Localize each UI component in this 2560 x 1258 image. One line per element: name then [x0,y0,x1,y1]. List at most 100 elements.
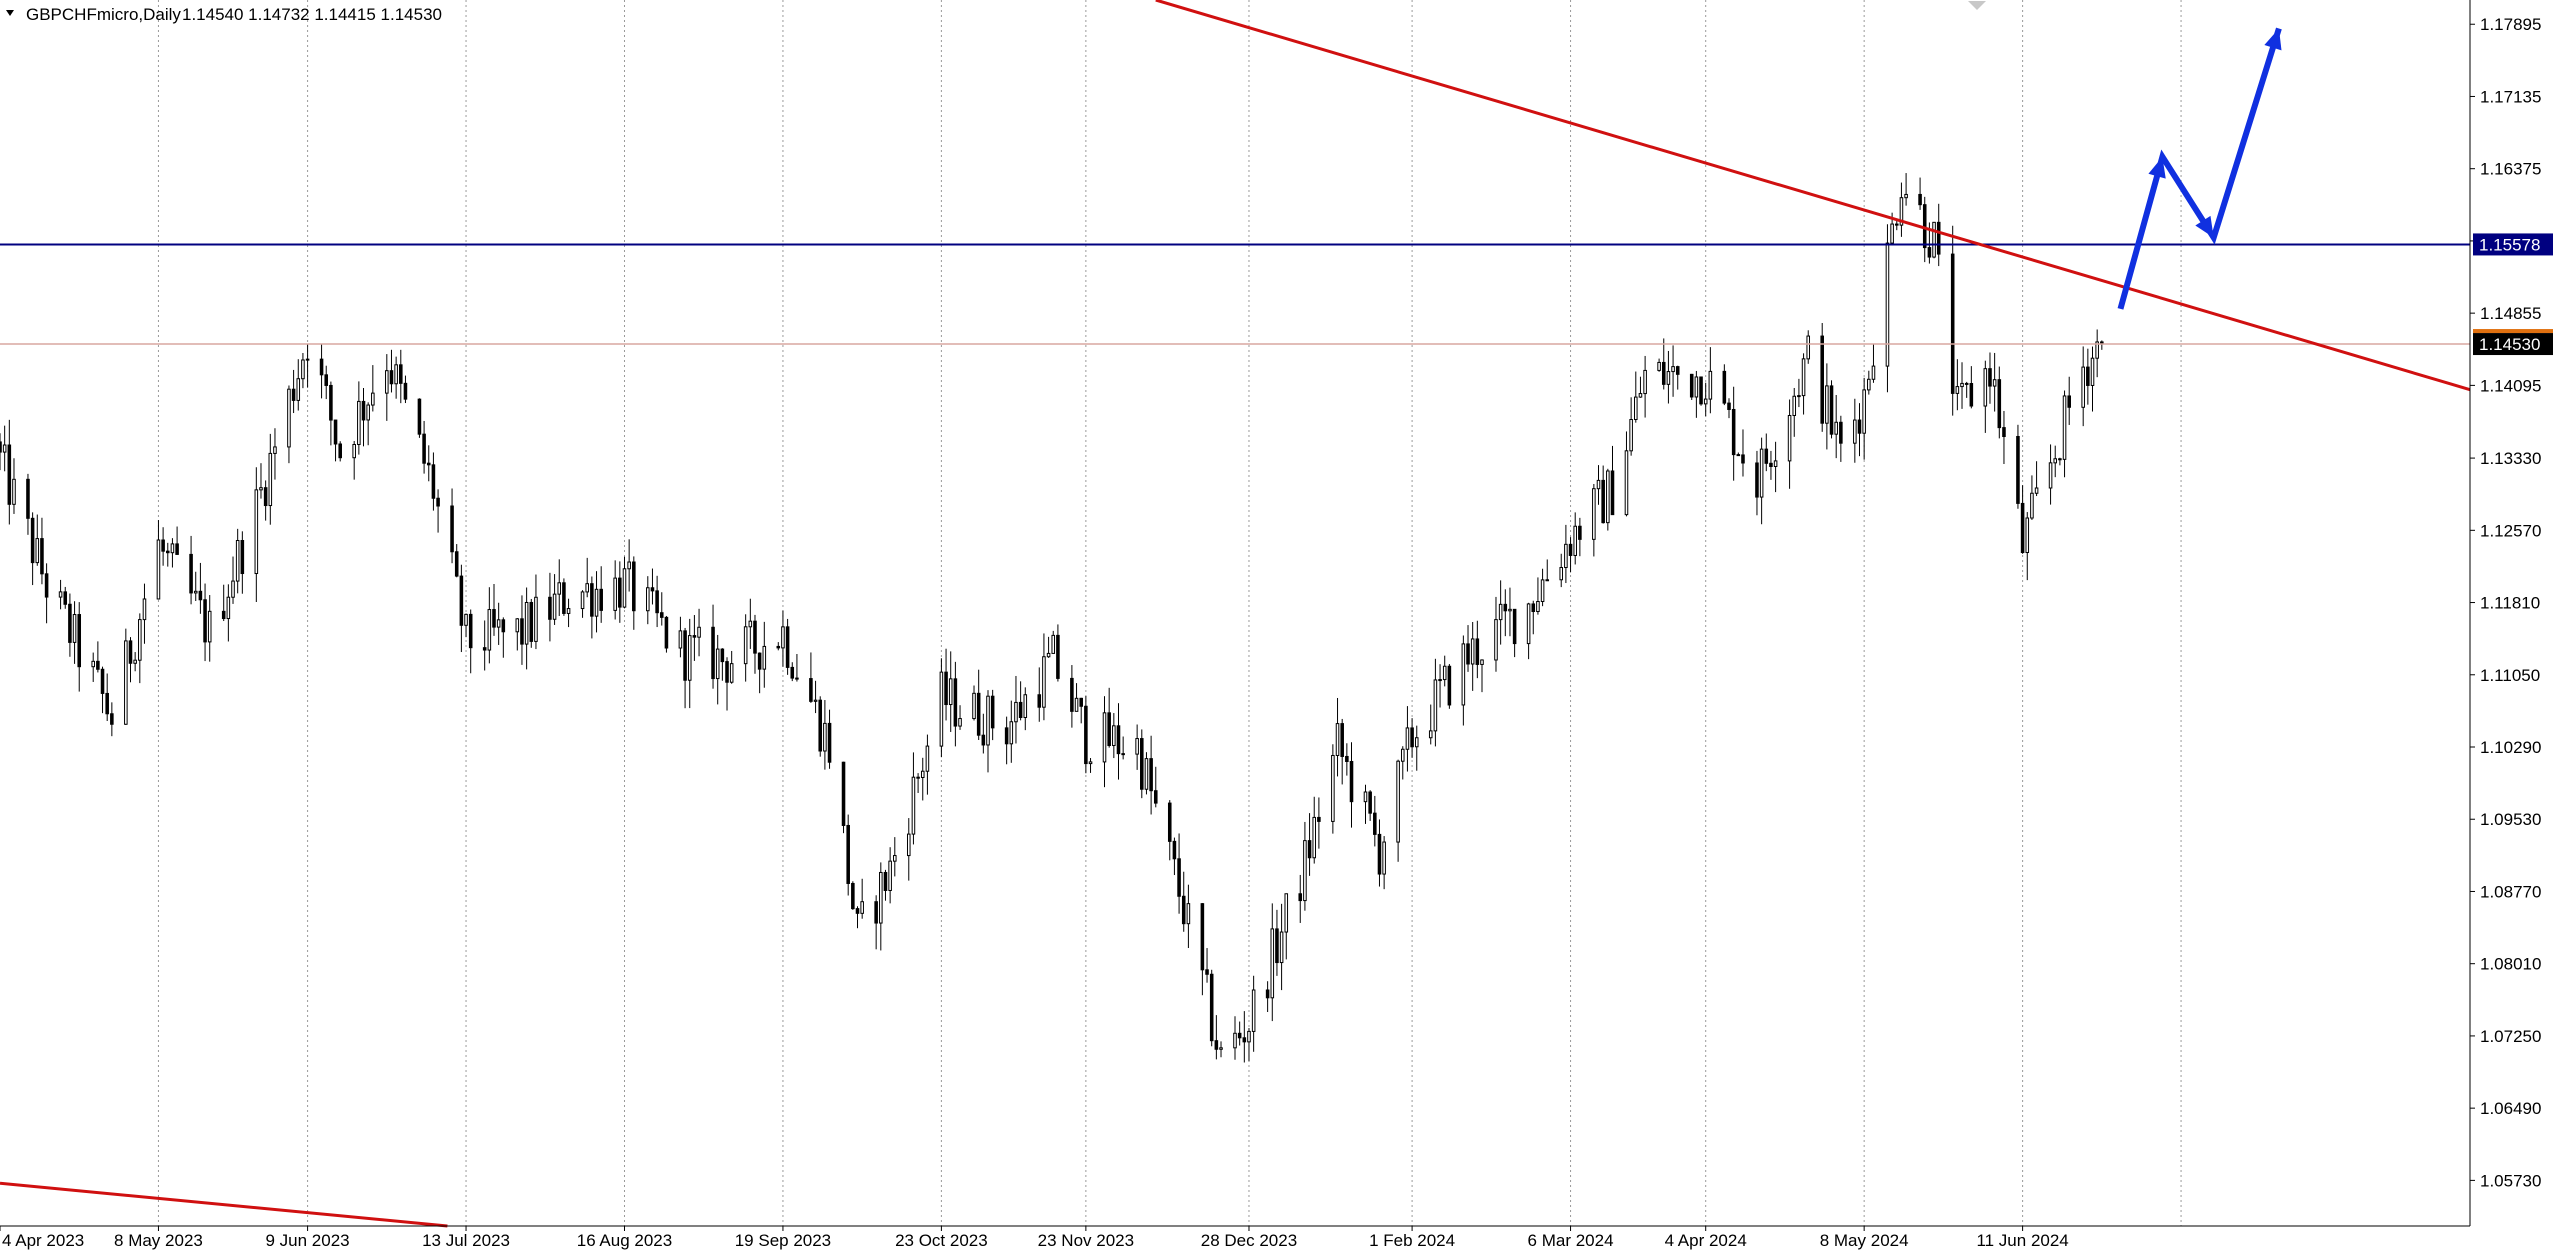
candle-body [1037,694,1042,708]
candle-body [1340,723,1344,757]
candle-body [399,364,403,384]
candle-body [482,647,487,651]
candle-body [12,478,16,505]
candle-body [26,478,30,519]
candle-body [986,695,990,746]
candle-body [2062,395,2067,460]
candle-body [1144,758,1149,790]
collapse-triangle-icon[interactable] [6,10,14,16]
candle-body [1708,370,1713,400]
chart-header: GBPCHFmicro,Daily 1.14540 1.14732 1.1441… [6,5,442,24]
candle-body [128,640,133,664]
candle-body [1498,603,1503,621]
candle-body [981,734,986,746]
candle-body [221,610,226,620]
y-tick-label: 1.12570 [2480,521,2541,540]
candle-body [781,626,785,649]
candle-body [1950,253,1955,394]
candle-body [655,590,659,614]
candle-body [1004,727,1009,745]
candle-body [1410,727,1414,748]
x-tick-label: 11 Jun 2024 [1976,1231,2068,1250]
candle-body [1964,382,1969,385]
candle-body [566,608,571,614]
candle-body [1634,396,1638,421]
candle-body [1014,701,1018,723]
candle-body [1284,893,1289,933]
candle-body [1736,454,1741,457]
candle-body [524,601,529,645]
candle-body [44,573,49,598]
candle-body [1466,643,1470,665]
y-tick-label: 1.08010 [2480,955,2541,974]
forecast-arrow-head-icon [2148,156,2166,179]
candle-body [296,378,301,401]
candle-body [2,444,7,453]
candle-body [436,497,440,507]
candle-body [860,901,864,914]
candle-body [1084,705,1088,765]
candle-body [552,593,557,620]
candle-body [711,626,715,680]
grid [157,0,2182,1226]
candle-body [520,618,524,645]
candle-body [1116,725,1121,755]
x-tick-label: 23 Nov 2023 [1038,1231,1134,1250]
candle-body [1074,697,1079,712]
y-tick-label: 1.11050 [2480,666,2540,685]
candle-body [305,358,310,361]
candle-body [1181,895,1186,925]
candle-body [1172,840,1177,860]
candle-body [1601,479,1605,524]
chart-shift-marker-icon[interactable] [1968,1,1986,10]
candle-body [590,583,594,617]
candle-body [632,561,636,612]
candle-body [613,577,617,611]
candle-body [193,590,198,594]
candle-body [0,441,2,453]
candle-body [813,699,818,702]
y-tick-label: 1.11810 [2480,594,2540,613]
candle-body [1657,361,1661,371]
candle-body [1056,634,1060,679]
candle-body [1214,1040,1219,1050]
candle-body [1988,368,1992,387]
forecast-arrow[interactable] [2117,27,2282,310]
candle-body [2095,341,2099,359]
candle-body [687,635,692,681]
resistance-price-tag [2473,233,2553,256]
candle-body [1871,365,1876,380]
candle-body [2086,366,2090,386]
candle-body [1694,376,1699,398]
candle-body [855,908,860,914]
y-tick-label: 1.06490 [2480,1099,2541,1118]
candle-body [2025,517,2030,554]
candle-body [1624,450,1629,516]
x-tick-label: 23 Oct 2023 [895,1231,988,1250]
candle-body [1307,840,1312,859]
candle-body [920,770,925,778]
candle-body [1433,679,1438,732]
candle-body [2016,435,2020,504]
trendline-lower-trendline[interactable] [0,1181,448,1228]
candle-body [1438,679,1442,682]
candle-body [1638,393,1643,398]
trendline-descending-resistance[interactable] [1155,0,2471,392]
candle-body [1237,1032,1242,1039]
candle-body [454,551,459,577]
candle-body [338,443,342,459]
candle-body [1149,758,1153,792]
candle-body [1447,665,1452,706]
candle-body [1512,608,1517,645]
candle-body [809,678,813,702]
candle-body [534,596,538,642]
candle-body [1042,656,1046,708]
candle-body [1792,395,1797,416]
candle-body [1703,398,1708,405]
candle-body [1606,470,1610,524]
y-tick-label: 1.14095 [2480,376,2541,395]
candle-body [422,433,426,464]
candle-body [1787,414,1792,462]
